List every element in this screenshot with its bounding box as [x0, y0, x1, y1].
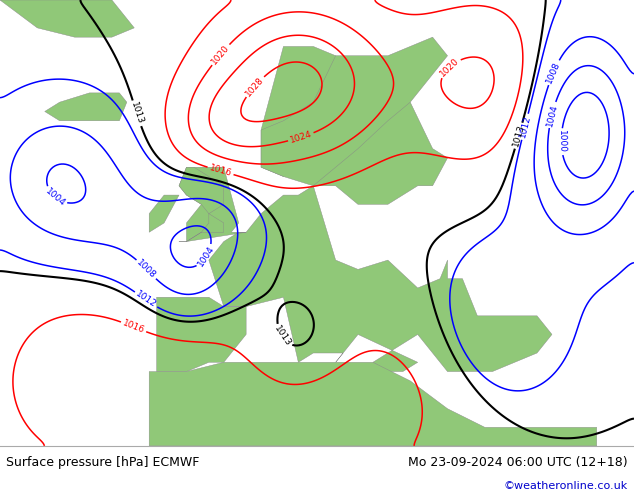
Text: 1004: 1004: [44, 186, 67, 208]
Text: 1008: 1008: [135, 258, 158, 280]
Text: 1012: 1012: [518, 115, 532, 139]
Text: 1000: 1000: [557, 130, 566, 153]
Text: 1020: 1020: [438, 56, 461, 78]
Text: 1013: 1013: [272, 324, 292, 348]
Text: 1024: 1024: [288, 129, 313, 145]
Text: 1004: 1004: [197, 245, 216, 269]
Text: 1016: 1016: [121, 318, 146, 335]
Text: Surface pressure [hPa] ECMWF: Surface pressure [hPa] ECMWF: [6, 456, 200, 469]
Text: 1016: 1016: [208, 164, 233, 178]
Text: 1028: 1028: [243, 75, 266, 98]
Text: 1012: 1012: [134, 290, 158, 310]
Text: 1013: 1013: [129, 101, 145, 125]
Text: 1020: 1020: [210, 43, 231, 66]
Text: 1004: 1004: [545, 102, 559, 127]
Text: 1008: 1008: [545, 60, 562, 85]
Text: 1013: 1013: [511, 123, 526, 148]
Text: ©weatheronline.co.uk: ©weatheronline.co.uk: [503, 481, 628, 490]
Text: Mo 23-09-2024 06:00 UTC (12+18): Mo 23-09-2024 06:00 UTC (12+18): [408, 456, 628, 469]
